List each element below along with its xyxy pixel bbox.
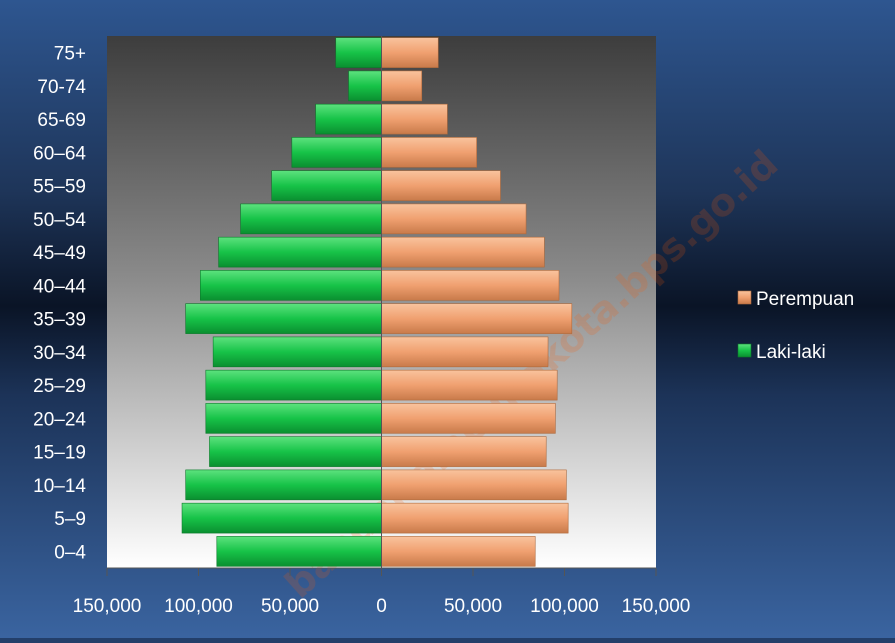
bar-laki-laki-5 <box>205 369 382 401</box>
legend-label-laki-laki: Laki-laki <box>756 342 826 363</box>
bar-perempuan-11 <box>381 170 501 201</box>
bar-laki-laki-2 <box>185 469 382 501</box>
legend-swatch-laki-laki <box>737 343 752 358</box>
bar-perempuan-10 <box>381 203 527 235</box>
x-tick-label: 150,000 <box>73 596 142 617</box>
category-label: 40–44 <box>33 276 86 297</box>
legend: Perempuan Laki-laki <box>737 289 854 363</box>
bar-perempuan-1 <box>381 502 569 534</box>
bar-perempuan-9 <box>381 236 545 268</box>
bar-laki-laki-8 <box>200 270 382 301</box>
category-label: 60–64 <box>33 143 86 164</box>
category-label: 25–29 <box>33 376 86 397</box>
bar-perempuan-13 <box>381 103 448 135</box>
x-tick-label: 150,000 <box>622 596 691 617</box>
bar-laki-laki-6 <box>212 336 382 368</box>
bar-laki-laki-3 <box>209 436 382 467</box>
bar-perempuan-6 <box>381 336 549 368</box>
x-tick-label: 0 <box>376 596 387 617</box>
bar-perempuan-4 <box>381 403 556 434</box>
x-tick-label: 50,000 <box>261 596 319 617</box>
bar-laki-laki-1 <box>181 502 382 534</box>
x-tick-label: 50,000 <box>444 596 502 617</box>
category-label: 75+ <box>54 44 86 65</box>
bar-perempuan-15 <box>381 37 439 68</box>
bar-laki-laki-12 <box>291 137 382 168</box>
bar-perempuan-3 <box>381 436 547 467</box>
y-axis-categories: 0–4 5–9 10–14 15–19 20–24 25–29 30–34 35–39 40–4… <box>33 44 86 564</box>
category-label: 15–19 <box>33 443 86 464</box>
bar-perempuan-14 <box>381 70 423 102</box>
bar-laki-laki-13 <box>315 103 382 135</box>
bar-laki-laki-9 <box>218 236 382 268</box>
bar-perempuan-0 <box>381 536 536 567</box>
category-label: 55–59 <box>33 177 86 198</box>
category-label: 30–34 <box>33 343 86 364</box>
x-tick-label: 100,000 <box>530 596 599 617</box>
bar-laki-laki-4 <box>205 403 382 434</box>
category-label: 10–14 <box>33 476 86 497</box>
bar-perempuan-5 <box>381 369 558 401</box>
bar-laki-laki-7 <box>185 303 382 334</box>
bar-laki-laki-11 <box>271 170 382 201</box>
legend-swatch-perempuan <box>737 290 752 305</box>
bar-laki-laki-10 <box>240 203 382 235</box>
legend-label-perempuan: Perempuan <box>756 289 854 310</box>
bar-perempuan-8 <box>381 270 560 301</box>
bar-laki-laki-0 <box>216 536 382 567</box>
category-label: 20–24 <box>33 409 86 430</box>
bar-laki-laki-14 <box>348 70 382 102</box>
bar-perempuan-2 <box>381 469 567 501</box>
category-label: 5–9 <box>54 509 86 530</box>
category-label: 0–4 <box>54 542 86 563</box>
category-label: 70-74 <box>37 77 86 98</box>
x-tick-label: 100,000 <box>164 596 233 617</box>
x-axis: 150,000 100,000 50,000 0 50,000 100,000 150,00… <box>73 36 691 617</box>
bars-layer <box>181 37 573 567</box>
category-label: 50–54 <box>33 210 86 231</box>
category-label: 65-69 <box>37 110 86 131</box>
bar-perempuan-12 <box>381 137 477 168</box>
bar-laki-laki-15 <box>335 37 382 68</box>
category-label: 35–39 <box>33 310 86 331</box>
bar-perempuan-7 <box>381 303 573 334</box>
category-label: 45–49 <box>33 243 86 264</box>
